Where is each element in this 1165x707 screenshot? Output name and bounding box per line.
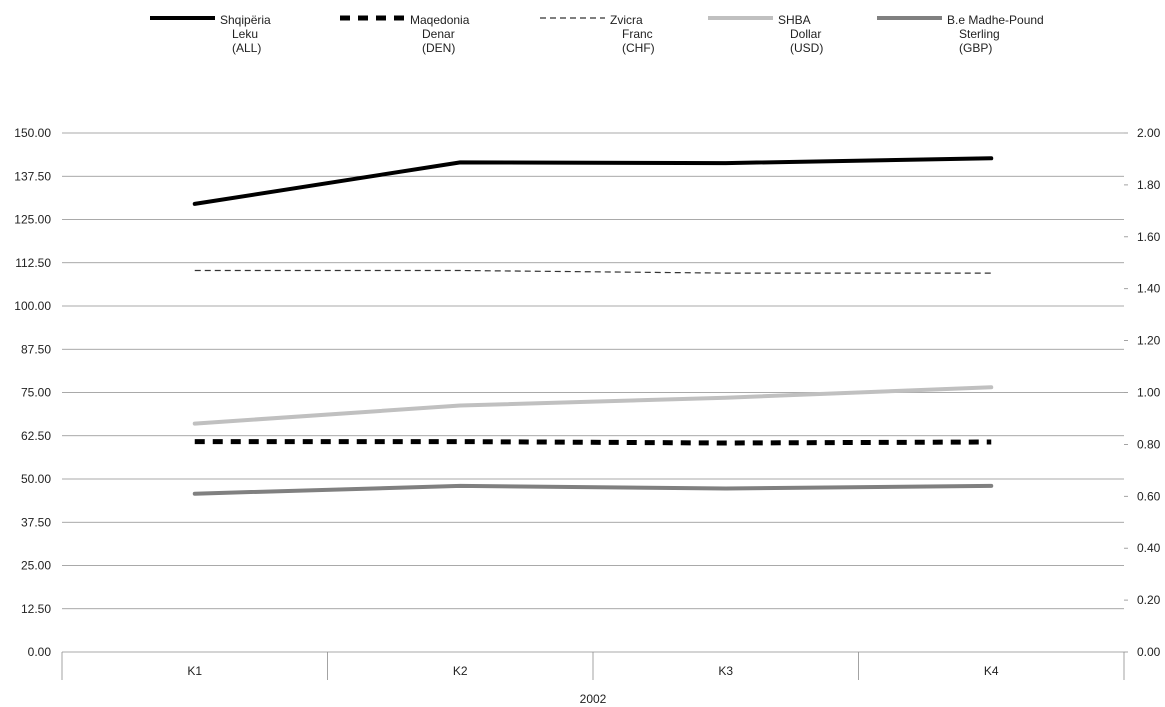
left-tick-label: 150.00 [14,126,51,140]
right-tick-label: 1.40 [1137,282,1161,296]
right-tick-label: 0.40 [1137,541,1161,555]
right-axis-ticks: 0.00 0.20 0.40 0.60 0.80 1.00 1.20 1.40 1.60 1.80… [1124,126,1161,659]
right-tick-label: 0.60 [1137,489,1161,503]
left-tick-label: 137.50 [14,169,51,183]
right-tick-label: 1.60 [1137,230,1161,244]
left-tick-label: 62.50 [21,429,51,443]
category-label: K2 [453,664,468,678]
right-tick-label: 2.00 [1137,126,1161,140]
right-tick-label: 0.80 [1137,437,1161,451]
left-tick-label: 50.00 [21,472,51,486]
category-label: K4 [984,664,999,678]
left-tick-label: 37.50 [21,515,51,529]
left-tick-label: 12.50 [21,602,51,616]
gridlines [62,132,1124,653]
series-lines [192,156,994,496]
group-label: 2002 [580,692,607,706]
right-tick-label: 0.00 [1137,645,1161,659]
category-axis: K1 K2 K3 K4 2002 [61,652,1125,706]
series-line [192,385,994,426]
series-line [194,269,992,274]
category-label: K1 [187,664,202,678]
right-tick-label: 1.00 [1137,386,1161,400]
series-line [192,156,994,206]
legend-label: B.e Madhe-Pound Sterling (GBP) [947,13,1044,55]
right-tick-label: 1.20 [1137,334,1161,348]
left-tick-label: 75.00 [21,386,51,400]
series-line [194,439,992,446]
left-tick-label: 87.50 [21,342,51,356]
category-label: K3 [718,664,733,678]
legend: Shqipëria Leku (ALL) Maqedonia Denar (DEN) Zvi… [150,13,1044,55]
legend-label: SHBA Dollar (USD) [778,13,823,55]
right-tick-label: 1.80 [1137,178,1161,192]
left-tick-label: 125.00 [14,213,51,227]
legend-label: Shqipëria Leku (ALL) [220,13,271,55]
legend-label: Zvicra Franc (CHF) [610,13,655,55]
left-tick-label: 112.50 [15,256,51,270]
right-tick-label: 0.20 [1137,593,1161,607]
left-tick-label: 25.00 [21,559,51,573]
left-axis-ticks: 0.00 12.50 25.00 37.50 50.00 62.50 75.00 87.50 1… [14,126,51,659]
left-tick-label: 100.00 [14,299,51,313]
legend-label: Maqedonia Denar (DEN) [410,13,470,55]
left-tick-label: 0.00 [28,645,52,659]
series-line [192,483,994,496]
